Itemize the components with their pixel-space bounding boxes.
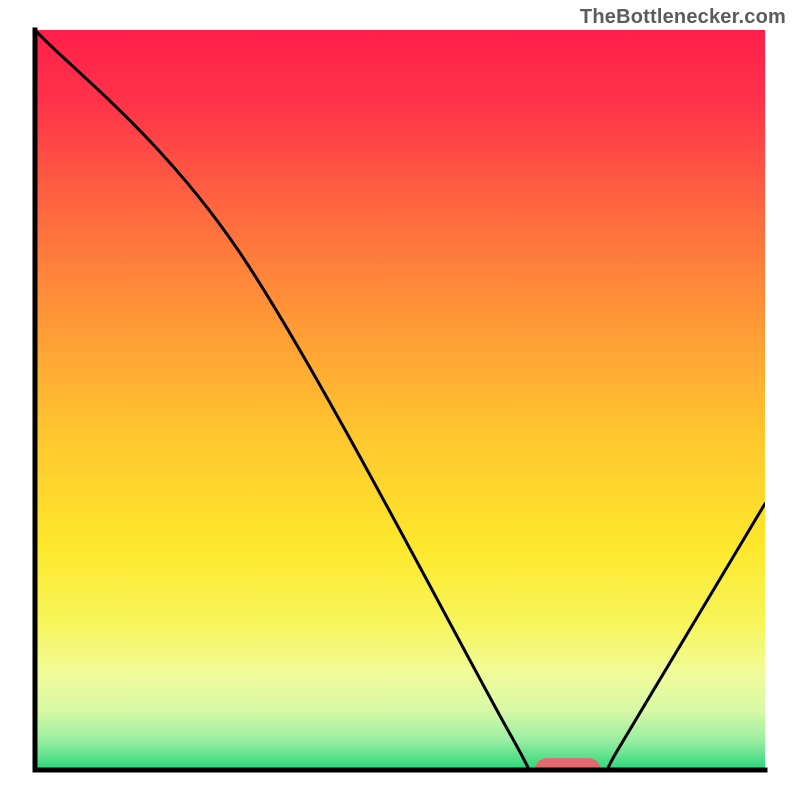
bottleneck-chart	[0, 0, 800, 800]
plot-background-gradient	[35, 30, 765, 770]
watermark-text: TheBottlenecker.com	[580, 6, 786, 29]
chart-container: TheBottlenecker.com	[0, 0, 800, 800]
